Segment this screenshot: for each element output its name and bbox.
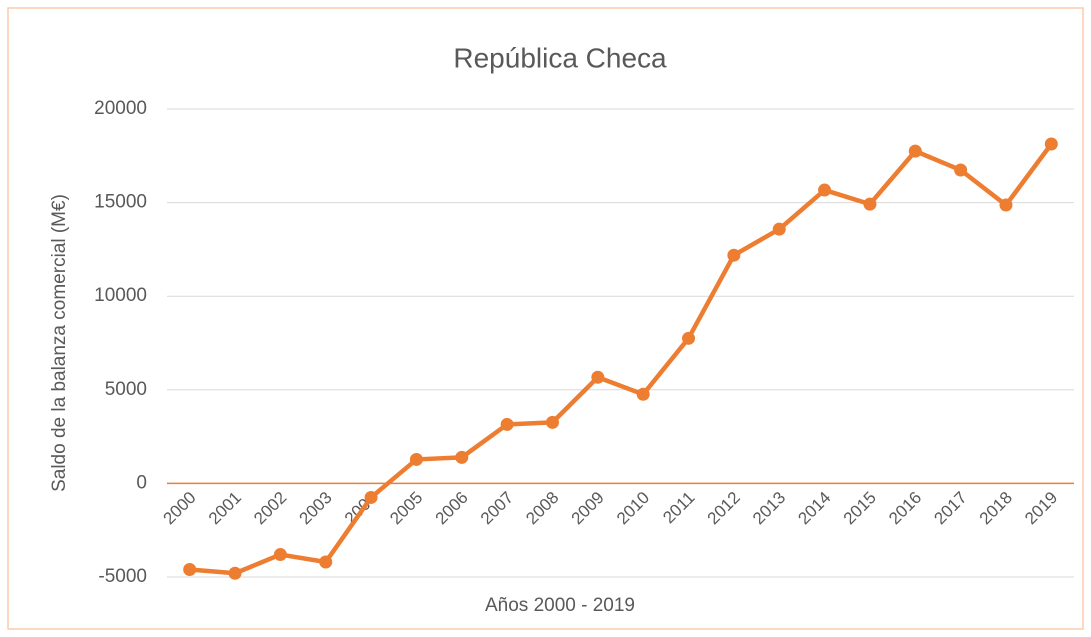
data-point <box>682 331 696 345</box>
y-tick-label: 15000 <box>94 192 147 213</box>
y-tick-label: 5000 <box>105 379 147 400</box>
data-point <box>319 555 333 569</box>
y-tick-label: -5000 <box>98 566 147 587</box>
y-tick-label: 20000 <box>94 98 147 119</box>
data-point <box>818 183 832 197</box>
data-point <box>545 415 559 429</box>
chart-title: República Checa <box>453 42 667 73</box>
series-line <box>189 142 1054 576</box>
data-point <box>727 248 741 262</box>
chart-frame <box>7 7 1084 630</box>
data-point <box>1044 137 1058 151</box>
data-point <box>591 370 605 384</box>
data-point <box>636 387 650 401</box>
y-tick-label: 10000 <box>94 285 147 306</box>
data-point <box>228 566 242 580</box>
data-point <box>863 197 877 211</box>
data-point <box>364 490 378 504</box>
data-point <box>455 450 469 464</box>
y-tick-label: 0 <box>136 472 147 493</box>
data-point <box>908 144 922 158</box>
data-point <box>273 548 287 562</box>
x-axis-title: Años 2000 - 2019 <box>485 595 635 616</box>
data-point <box>954 163 968 177</box>
data-point <box>500 417 514 431</box>
data-point <box>999 198 1013 212</box>
y-axis-title: Saldo de la balanza comercial (M€) <box>49 194 70 492</box>
data-point <box>183 563 197 577</box>
data-point <box>772 222 786 236</box>
data-point <box>409 452 423 466</box>
